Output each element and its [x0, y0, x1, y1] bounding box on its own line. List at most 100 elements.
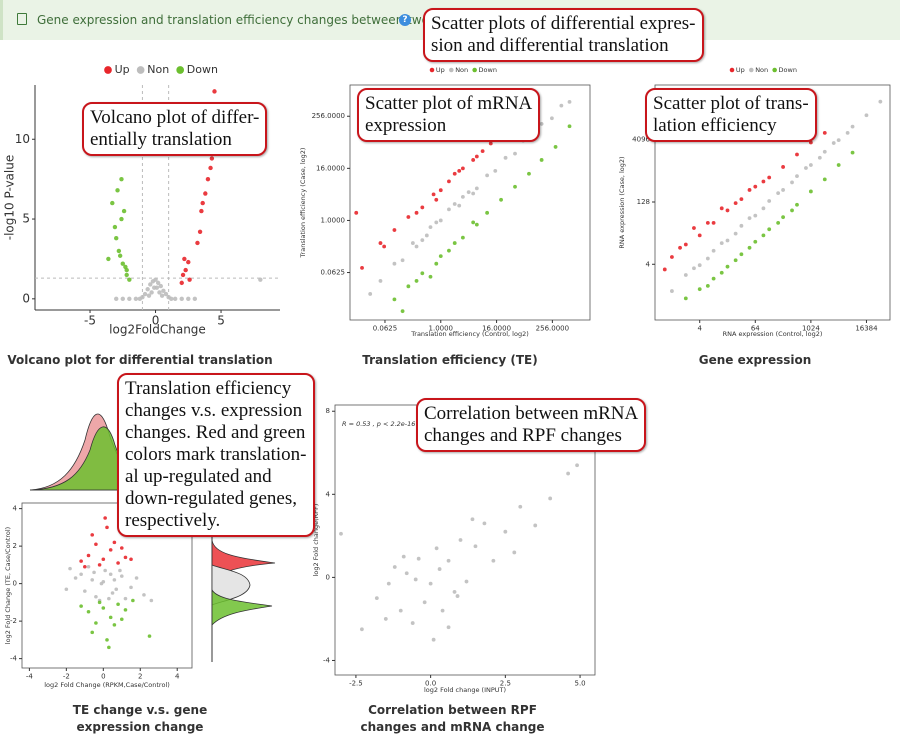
point	[182, 256, 187, 262]
point	[683, 273, 688, 277]
point	[804, 166, 808, 170]
x-tick-label: 1.0000	[429, 325, 454, 333]
y-tick-label: -4	[323, 656, 331, 664]
header-icon	[17, 13, 27, 25]
point	[124, 272, 129, 278]
point	[110, 591, 115, 595]
point	[473, 544, 478, 549]
point	[438, 188, 443, 193]
point	[112, 578, 117, 582]
point	[68, 566, 72, 571]
x-tick-label: -2.5	[349, 680, 363, 688]
y-tick-label: 0.0625	[321, 269, 346, 277]
help-icon[interactable]: ?	[399, 14, 411, 26]
point	[127, 296, 132, 302]
point	[392, 261, 397, 266]
point	[205, 176, 211, 182]
point	[753, 213, 758, 218]
point	[567, 99, 572, 104]
x-tick-label: 5	[217, 314, 225, 328]
point	[678, 245, 682, 250]
x-tick-label: 16384	[855, 325, 878, 333]
point	[410, 621, 415, 625]
point	[739, 252, 744, 257]
point	[503, 155, 508, 160]
point	[90, 630, 95, 635]
point	[79, 604, 83, 608]
point	[147, 634, 152, 638]
point	[431, 192, 436, 197]
x-tick-label: 2.5	[500, 680, 511, 688]
point	[781, 215, 785, 220]
point	[850, 150, 855, 155]
point	[795, 174, 799, 179]
y-tick-label: 16.0000	[316, 164, 345, 172]
callout-line: Scatter plot of trans-	[653, 93, 809, 114]
point	[212, 89, 217, 94]
point	[822, 149, 827, 154]
point	[148, 282, 153, 287]
point	[420, 238, 425, 243]
header-title: Gene expression and translation efficien…	[37, 13, 474, 27]
x-tick-label: 4	[175, 673, 180, 681]
point	[705, 220, 710, 225]
point	[767, 199, 772, 203]
point	[447, 207, 451, 212]
y-tick-label: 128	[637, 198, 650, 206]
point	[108, 615, 113, 620]
point	[378, 279, 383, 283]
y-axis-label: log2 Fold change(RPF)	[312, 504, 320, 577]
point	[725, 208, 730, 213]
point	[662, 267, 667, 272]
point	[400, 309, 405, 314]
point	[106, 256, 111, 262]
point	[440, 608, 445, 613]
point	[195, 240, 200, 246]
point	[142, 593, 146, 597]
point	[795, 202, 799, 207]
y-axis-label: Translation efficiency (Case, log2)	[299, 148, 307, 259]
point	[566, 471, 571, 476]
point	[114, 235, 119, 241]
point	[452, 590, 457, 594]
point	[739, 197, 744, 202]
point	[499, 197, 503, 202]
point	[822, 177, 827, 182]
callout-line: Volcano plot of differ-	[90, 107, 260, 128]
point	[753, 239, 758, 244]
point	[790, 180, 794, 185]
point	[179, 280, 184, 286]
point	[392, 565, 397, 569]
x-tick-label: 5.0	[574, 680, 585, 688]
chart-caption: Translation efficiency (TE)	[362, 353, 538, 367]
legend-label: Up	[115, 63, 130, 76]
point	[452, 202, 457, 206]
point	[116, 602, 120, 607]
point	[533, 523, 538, 528]
point	[719, 241, 724, 245]
point	[527, 171, 531, 176]
callout-line: colors mark translation-	[125, 444, 307, 465]
point	[400, 258, 405, 263]
legend-label: Non	[755, 66, 768, 74]
callout-line: Translation efficiency	[125, 378, 292, 399]
point	[692, 226, 696, 230]
point	[831, 141, 836, 145]
point	[455, 594, 460, 598]
point	[424, 233, 429, 238]
point	[434, 197, 439, 202]
point	[567, 124, 572, 129]
point	[471, 220, 476, 225]
point	[112, 224, 118, 230]
point	[413, 577, 418, 582]
y-tick-label: 4	[13, 505, 18, 513]
legend-label: Non	[147, 63, 169, 76]
point	[114, 296, 119, 302]
point	[683, 296, 688, 301]
point	[140, 295, 145, 300]
point	[692, 266, 696, 271]
point	[129, 585, 133, 590]
point	[73, 576, 78, 580]
point	[186, 259, 191, 265]
point	[183, 267, 188, 273]
